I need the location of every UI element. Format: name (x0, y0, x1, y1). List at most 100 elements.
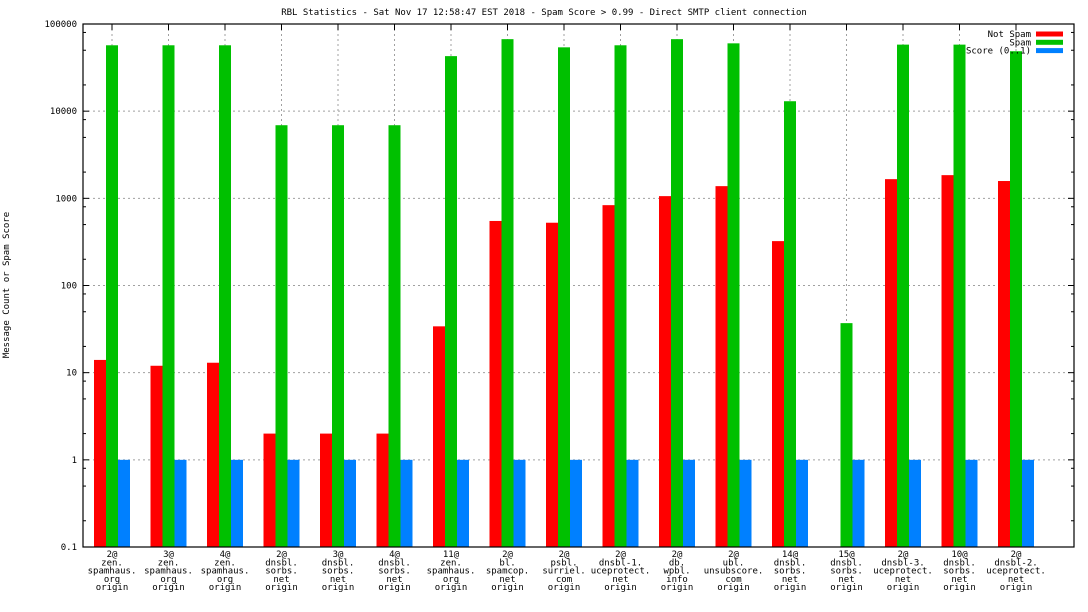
bar-spam (614, 45, 627, 548)
x-tick-label-line: origin (1000, 583, 1033, 593)
x-tick-label-line: origin (661, 583, 694, 593)
bar-not-spam (998, 181, 1010, 547)
x-tick-label-line: wpbl. (663, 567, 690, 577)
x-tick-label-line: dnsbl-2. (994, 558, 1037, 568)
x-tick-label-line: 2@ (728, 550, 739, 560)
x-tick-label-line: org (104, 575, 120, 585)
y-tick-label: 100000 (44, 20, 77, 30)
x-tick-label-line: 2@ (1011, 550, 1022, 560)
x-tick-label-line: dnsbl. (265, 558, 298, 568)
bar-spam (671, 39, 683, 547)
x-tick-label-line: spamhaus. (427, 567, 476, 577)
legend-swatch (1036, 39, 1063, 45)
x-tick-label-line: uceprotect. (591, 567, 651, 577)
bar-not-spam (602, 205, 615, 547)
bar-spam (501, 39, 514, 547)
x-tick-label-line: zen. (158, 558, 180, 568)
bar-spam (840, 323, 853, 547)
x-tick-label-line: db. (669, 558, 685, 568)
bar-score-0-1 (683, 459, 695, 547)
x-tick-label-line: origin (774, 583, 807, 593)
x-tick-label-line: net (1008, 575, 1024, 585)
x-tick-label-line: net (895, 575, 911, 585)
x-tick-label-line: ubl. (723, 558, 745, 568)
bar-score-0-1 (344, 459, 356, 547)
bar-not-spam (489, 220, 502, 547)
y-tick-labels: 0.1 1 10 100 1000 10000 100000 (44, 20, 77, 553)
x-tick-label-line: bl. (499, 558, 515, 568)
x-tick-label-line: sorbs. (943, 567, 976, 577)
bar-not-spam (263, 433, 276, 547)
bar-not-spam (659, 196, 671, 547)
x-tick-label-line: psbl. (550, 558, 577, 568)
y-tick-label: 10000 (50, 107, 77, 117)
x-tick-label-line: zen. (214, 558, 236, 568)
bar-spam (106, 45, 118, 548)
bar-spam (727, 43, 740, 547)
bar-spam (897, 44, 909, 548)
x-tick-label-line: net (612, 575, 628, 585)
plot-frame (82, 23, 1075, 548)
bar-score-0-1 (570, 459, 582, 547)
x-tick-label-line: org (217, 575, 233, 585)
legend-label: Score (0..1) (966, 47, 1031, 57)
y-tick-label: 100 (61, 282, 77, 292)
x-tick-label-line: 15@ (838, 550, 855, 560)
bar-score-0-1 (965, 459, 978, 547)
x-tick-label-line: com (725, 575, 741, 585)
x-tick-label-line: 4@ (389, 550, 400, 560)
bar-not-spam (150, 365, 163, 547)
x-tick-label-line: origin (943, 583, 976, 593)
y-tick-label: 10 (66, 369, 77, 379)
x-tick-label-line: origin (887, 583, 920, 593)
x-tick-label-line: dnsbl. (774, 558, 807, 568)
bar-not-spam (885, 179, 897, 547)
bar-not-spam (320, 433, 332, 547)
bar-spam (388, 125, 401, 547)
x-tick-label-line: net (273, 575, 289, 585)
x-tick-label-line: origin (548, 583, 581, 593)
bar-score-0-1 (457, 459, 469, 547)
x-tick-label-line: org (443, 575, 459, 585)
bar-score-0-1 (909, 459, 921, 547)
bar-spam (1010, 51, 1022, 547)
bar-not-spam (376, 433, 389, 547)
bar-spam (445, 56, 457, 547)
bar-score-0-1 (739, 459, 752, 547)
bar-spam (275, 125, 288, 547)
x-tick-label-line: 2@ (276, 550, 287, 560)
x-tick-label-line: 2@ (898, 550, 909, 560)
x-tick-label-line: 10@ (951, 550, 968, 560)
x-tick-label-line: origin (322, 583, 355, 593)
x-tick-label-line: spamcop. (486, 567, 529, 577)
x-tick-label-line: 11@ (443, 550, 460, 560)
x-tick-labels: 2@zen.spamhaus.orgorigin3@zen.spamhaus.o… (88, 550, 1046, 593)
y-axis-title: Message Count or Spam Score (2, 212, 12, 358)
bar-not-spam (941, 175, 954, 547)
x-tick-label-line: origin (96, 583, 129, 593)
x-tick-label-line: 2@ (502, 550, 513, 560)
x-tick-label-line: sorbs. (774, 567, 807, 577)
x-tick-label-line: uceprotect. (873, 567, 933, 577)
y-tick-label: 0.1 (61, 543, 77, 553)
chart-title: RBL Statistics - Sat Nov 17 12:58:47 EST… (281, 8, 807, 18)
x-tick-label-line: uceprotect. (986, 567, 1046, 577)
x-tick-label-line: origin (152, 583, 185, 593)
x-tick-label-line: spamhaus. (144, 567, 193, 577)
bar-score-0-1 (400, 459, 413, 547)
x-tick-label-line: net (782, 575, 798, 585)
